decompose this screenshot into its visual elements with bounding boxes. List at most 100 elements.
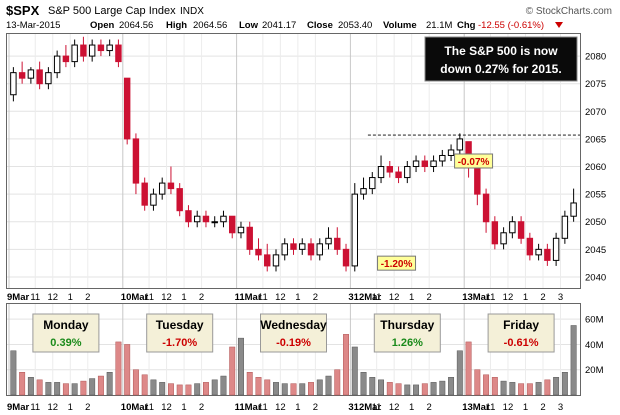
volume-bar [290, 383, 297, 396]
time-tick-label: 11 [486, 292, 496, 303]
day-change-value: -0.19% [276, 337, 311, 349]
candle-body [71, 44, 78, 63]
volume-bar [325, 375, 332, 396]
time-tick-label-bottom: 1 [295, 402, 300, 413]
volume-bar [544, 379, 551, 396]
annotations: -0.07% -1.20% [377, 153, 494, 271]
volume-bar [439, 380, 446, 396]
day-name: Friday [503, 318, 539, 332]
day-name: Tuesday [156, 318, 204, 332]
day-change-value: 1.26% [392, 337, 423, 349]
candle-body [500, 232, 507, 245]
candle-body [229, 215, 236, 234]
volume-tick-label: 20M [585, 365, 604, 376]
candle-body [158, 182, 166, 195]
time-tick-label-bottom: 11 [144, 402, 154, 413]
stat-close-label: Close [307, 20, 333, 31]
volume-bar [80, 380, 87, 396]
stats-date: 13-Mar-2015 [6, 20, 60, 31]
candle-body [325, 237, 332, 245]
volume-bar [71, 383, 78, 396]
candle-body [386, 166, 394, 173]
chart-exchange: INDX [180, 6, 204, 17]
candle-body [211, 221, 218, 224]
candle-body [264, 254, 271, 267]
volume-bar [54, 382, 61, 396]
candle-body [176, 188, 183, 212]
candle-body [439, 154, 446, 162]
volume-bar [448, 377, 455, 396]
volume-bar [185, 384, 192, 396]
volume-bar [553, 377, 560, 396]
candle-body [53, 55, 61, 74]
volume-bar [509, 382, 516, 396]
candle-body [141, 182, 148, 206]
volume-bar [281, 383, 288, 396]
volume-bar [561, 372, 568, 396]
volume-bar [500, 380, 507, 396]
candle-body [474, 166, 481, 195]
volume-bar [535, 382, 542, 396]
volume-bar [176, 384, 183, 396]
time-tick-label: 10Mar [121, 292, 149, 303]
price-tick-label: 2055 [585, 190, 606, 201]
volume-bar [404, 384, 411, 396]
volume-bar [115, 341, 122, 396]
stat-high-value: 2064.56 [193, 20, 227, 31]
volume-bar [62, 383, 69, 396]
time-tick-label: 2 [85, 292, 90, 303]
candle-body [27, 69, 35, 79]
time-tick-label-bottom: 2 [85, 402, 90, 413]
candle-body [106, 44, 113, 52]
time-tick-label-bottom: 1 [409, 402, 414, 413]
day-change-boxes: Monday 0.39% Tuesday -1.70% Wednesday -0.19% T… [32, 313, 555, 353]
volume-bar [360, 372, 367, 396]
volume-bar [238, 337, 244, 396]
candle-body [517, 221, 525, 239]
volume-bar [421, 383, 428, 396]
time-tick-label: 2 [199, 292, 204, 303]
annotation-text: -0.07% [458, 157, 490, 168]
candle-body [412, 160, 420, 168]
time-tick-label-bottom: 13Mar [462, 402, 490, 413]
candle-body [220, 215, 227, 223]
candle-body [246, 226, 253, 250]
candle-body [88, 44, 96, 57]
volume-bar [299, 383, 306, 396]
day-change-box: Thursday 1.26% [373, 313, 441, 353]
candle-body [185, 210, 192, 223]
candle-body [272, 254, 280, 267]
price-tick-label: 2070 [585, 107, 606, 118]
time-tick-label: 3 [558, 292, 563, 303]
time-tick-label: 312Mar [348, 292, 381, 303]
chart-index-name: S&P 500 Large Cap Index [48, 5, 176, 17]
time-tick-label-bottom: 1 [68, 402, 73, 413]
day-change-value: -1.70% [162, 337, 197, 349]
volume-bar [456, 350, 463, 396]
chart-symbol: $SPX [6, 3, 40, 18]
stat-close-value: 2053.40 [338, 20, 372, 31]
stat-high-label: High [166, 20, 187, 31]
time-tick-label: 9Mar [7, 292, 29, 303]
volume-bar [386, 382, 393, 396]
price-tick-label: 2050 [585, 217, 606, 228]
volume-bar [167, 383, 174, 396]
volume-bar [343, 334, 349, 396]
price-tick-label: 2060 [585, 162, 606, 173]
chart-copyright: © StockCharts.com [526, 6, 612, 17]
time-tick-label-bottom: 9Mar [7, 402, 29, 413]
candle-body [45, 72, 52, 85]
time-tick-label-bottom: 11 [372, 402, 382, 413]
stat-open-label: Open [90, 20, 114, 31]
candle-body [307, 243, 315, 256]
candle-body [290, 243, 297, 250]
stat-low-label: Low [239, 20, 259, 31]
volume-bar [27, 377, 34, 396]
candle-body [115, 44, 122, 63]
volume-bar [334, 369, 341, 396]
time-tick-label: 12 [503, 292, 514, 303]
time-tick-label: 2 [313, 292, 318, 303]
stat-chg-value: -12.55 (-0.61%) [478, 20, 544, 31]
